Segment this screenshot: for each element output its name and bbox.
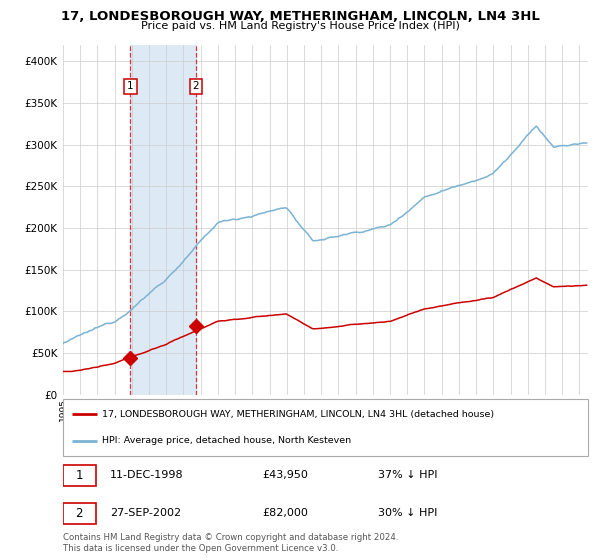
Text: £82,000: £82,000 bbox=[263, 508, 308, 518]
Text: 1: 1 bbox=[127, 81, 134, 91]
FancyBboxPatch shape bbox=[63, 503, 95, 524]
Text: 30% ↓ HPI: 30% ↓ HPI bbox=[378, 508, 437, 518]
Text: Contains HM Land Registry data © Crown copyright and database right 2024.
This d: Contains HM Land Registry data © Crown c… bbox=[63, 533, 398, 553]
Text: 2: 2 bbox=[76, 507, 83, 520]
Text: 27-SEP-2002: 27-SEP-2002 bbox=[110, 508, 181, 518]
FancyBboxPatch shape bbox=[63, 465, 95, 486]
Bar bbox=[130, 45, 196, 395]
Text: 2: 2 bbox=[193, 81, 199, 91]
Text: 17, LONDESBOROUGH WAY, METHERINGHAM, LINCOLN, LN4 3HL: 17, LONDESBOROUGH WAY, METHERINGHAM, LIN… bbox=[61, 10, 539, 23]
Text: 37% ↓ HPI: 37% ↓ HPI bbox=[378, 470, 437, 480]
Text: HPI: Average price, detached house, North Kesteven: HPI: Average price, detached house, Nort… bbox=[103, 436, 352, 445]
Text: 1: 1 bbox=[76, 469, 83, 482]
Text: £43,950: £43,950 bbox=[263, 470, 308, 480]
FancyBboxPatch shape bbox=[63, 399, 588, 456]
Text: 11-DEC-1998: 11-DEC-1998 bbox=[110, 470, 184, 480]
Text: Price paid vs. HM Land Registry's House Price Index (HPI): Price paid vs. HM Land Registry's House … bbox=[140, 21, 460, 31]
Text: 17, LONDESBOROUGH WAY, METHERINGHAM, LINCOLN, LN4 3HL (detached house): 17, LONDESBOROUGH WAY, METHERINGHAM, LIN… bbox=[103, 410, 494, 419]
